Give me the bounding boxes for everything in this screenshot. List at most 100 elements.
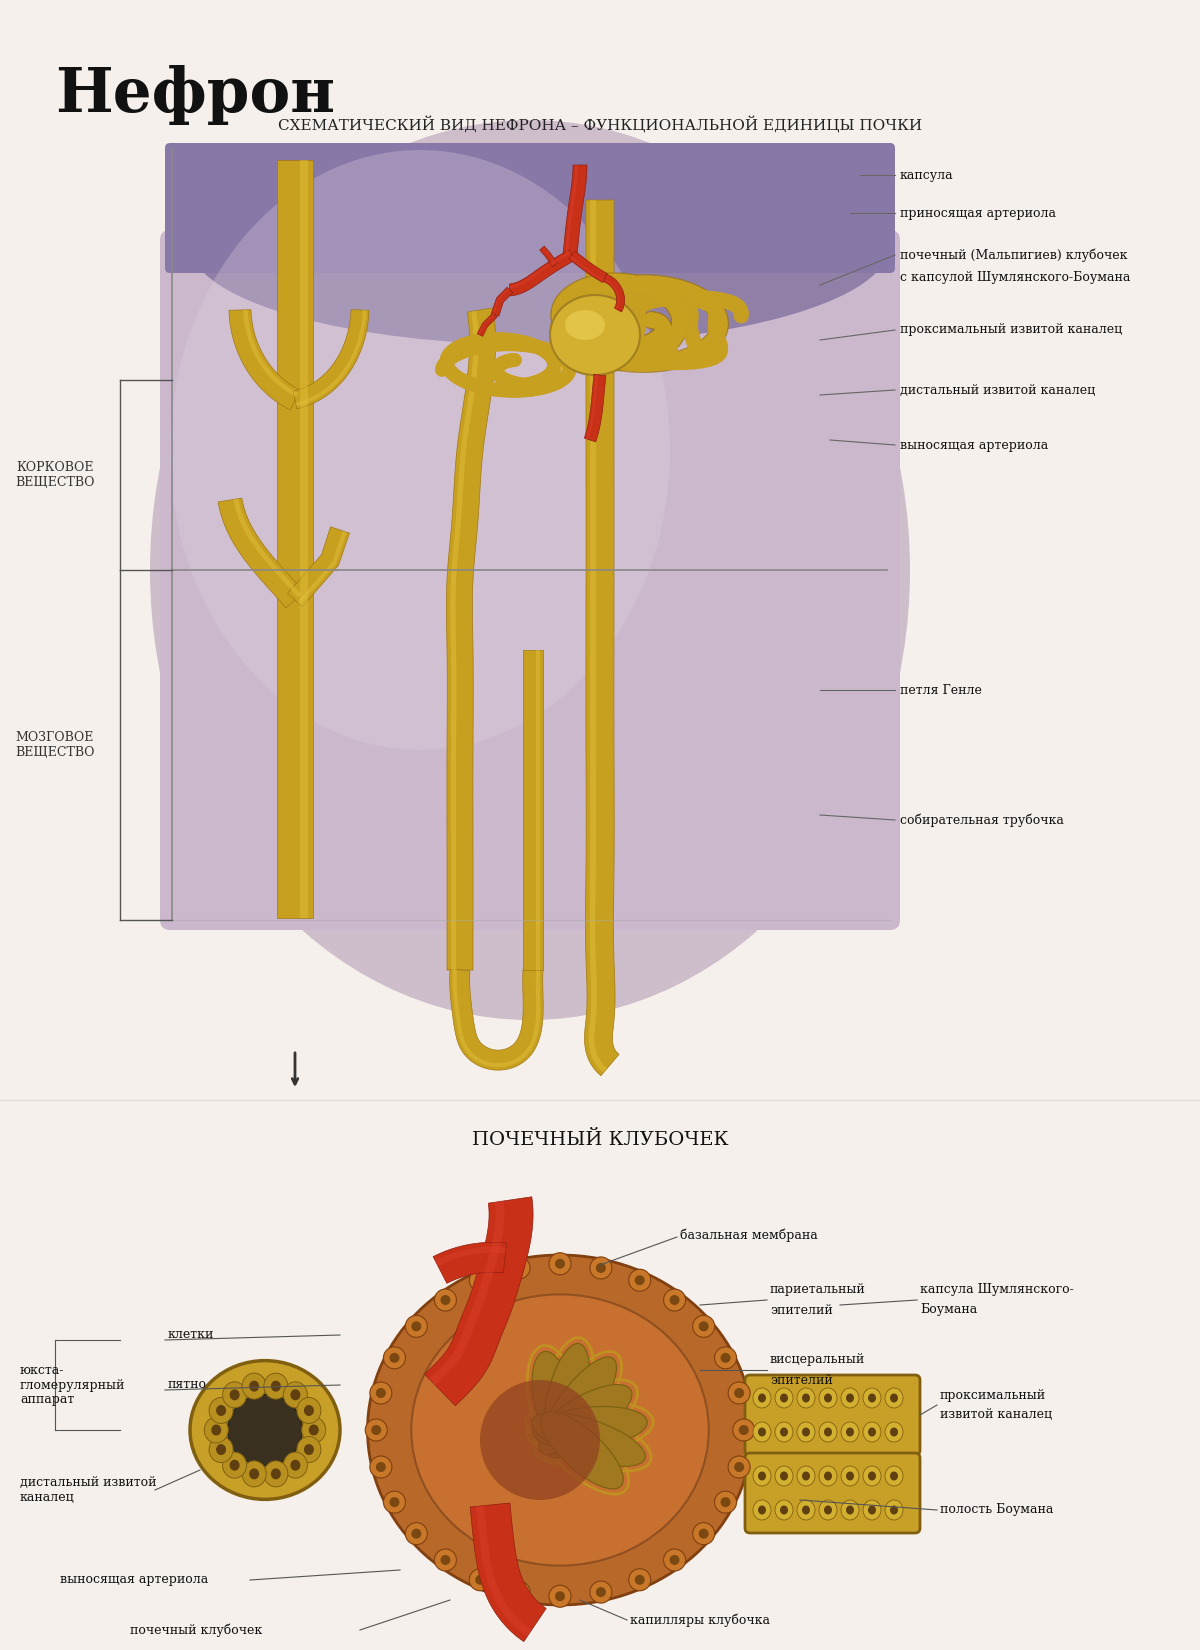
- Ellipse shape: [754, 1500, 772, 1520]
- Ellipse shape: [204, 1417, 228, 1444]
- Ellipse shape: [371, 1426, 382, 1436]
- Ellipse shape: [824, 1472, 832, 1480]
- Text: с капсулой Шумлянского-Боумана: с капсулой Шумлянского-Боумана: [900, 272, 1130, 284]
- Ellipse shape: [533, 1406, 647, 1447]
- Ellipse shape: [434, 1549, 456, 1571]
- Ellipse shape: [440, 1554, 450, 1564]
- Ellipse shape: [514, 1587, 524, 1597]
- Polygon shape: [277, 160, 313, 917]
- Ellipse shape: [514, 1262, 524, 1272]
- Text: почечный (Мальпигиев) клубочек: почечный (Мальпигиев) клубочек: [900, 248, 1128, 262]
- Polygon shape: [298, 531, 347, 604]
- Ellipse shape: [170, 150, 670, 751]
- Polygon shape: [540, 246, 558, 267]
- Polygon shape: [586, 375, 599, 439]
- Polygon shape: [563, 165, 587, 256]
- Text: пятно: пятно: [168, 1378, 208, 1391]
- Ellipse shape: [480, 1379, 600, 1500]
- Polygon shape: [293, 310, 368, 409]
- Text: клетки: клетки: [168, 1328, 215, 1341]
- Polygon shape: [452, 970, 540, 1068]
- Ellipse shape: [301, 1417, 325, 1444]
- Ellipse shape: [754, 1465, 772, 1487]
- Ellipse shape: [242, 1373, 266, 1399]
- Ellipse shape: [863, 1500, 881, 1520]
- Text: капилляры клубочка: капилляры клубочка: [630, 1614, 770, 1627]
- Ellipse shape: [296, 1437, 320, 1462]
- Text: Боумана: Боумана: [920, 1304, 977, 1317]
- Ellipse shape: [384, 1346, 406, 1369]
- Polygon shape: [570, 256, 605, 280]
- Ellipse shape: [824, 1427, 832, 1437]
- Ellipse shape: [544, 1343, 589, 1459]
- Ellipse shape: [376, 1388, 386, 1398]
- Ellipse shape: [734, 1462, 744, 1472]
- Text: дистальный извитой
каналец: дистальный извитой каналец: [20, 1477, 156, 1505]
- Ellipse shape: [846, 1505, 854, 1515]
- Polygon shape: [218, 498, 304, 607]
- Ellipse shape: [775, 1388, 793, 1407]
- Ellipse shape: [308, 1424, 319, 1436]
- Ellipse shape: [440, 1295, 450, 1305]
- Text: юкста-
гломерулярный
аппарат: юкста- гломерулярный аппарат: [20, 1363, 125, 1406]
- Ellipse shape: [406, 1315, 427, 1338]
- Ellipse shape: [802, 1472, 810, 1480]
- Ellipse shape: [797, 1422, 815, 1442]
- Polygon shape: [478, 314, 497, 337]
- Ellipse shape: [228, 1394, 302, 1465]
- Ellipse shape: [670, 1554, 679, 1564]
- Ellipse shape: [886, 1422, 904, 1442]
- Ellipse shape: [540, 1384, 632, 1445]
- Ellipse shape: [635, 1275, 644, 1285]
- Polygon shape: [584, 200, 619, 1076]
- Text: собирательная трубочка: собирательная трубочка: [900, 813, 1064, 827]
- Ellipse shape: [868, 1427, 876, 1437]
- Ellipse shape: [846, 1427, 854, 1437]
- Ellipse shape: [590, 1581, 612, 1604]
- FancyBboxPatch shape: [745, 1454, 920, 1533]
- Text: париетальный: париетальный: [770, 1284, 865, 1297]
- Ellipse shape: [554, 1259, 565, 1269]
- Polygon shape: [604, 279, 619, 310]
- Polygon shape: [584, 375, 606, 442]
- Ellipse shape: [739, 1426, 749, 1436]
- Ellipse shape: [406, 1523, 427, 1544]
- Ellipse shape: [216, 1444, 226, 1455]
- Ellipse shape: [846, 1394, 854, 1402]
- Ellipse shape: [390, 1353, 400, 1363]
- Ellipse shape: [475, 1574, 485, 1584]
- Ellipse shape: [890, 1505, 898, 1515]
- Ellipse shape: [296, 1398, 320, 1424]
- Ellipse shape: [290, 1389, 300, 1401]
- Text: капсула: капсула: [900, 168, 954, 182]
- Ellipse shape: [841, 1500, 859, 1520]
- Ellipse shape: [863, 1465, 881, 1487]
- Ellipse shape: [223, 1381, 247, 1407]
- Ellipse shape: [818, 1388, 838, 1407]
- Polygon shape: [478, 314, 494, 335]
- Ellipse shape: [229, 1460, 240, 1470]
- Ellipse shape: [797, 1500, 815, 1520]
- Ellipse shape: [629, 1569, 650, 1591]
- Ellipse shape: [698, 1528, 709, 1539]
- FancyBboxPatch shape: [160, 229, 900, 931]
- Ellipse shape: [886, 1388, 904, 1407]
- Ellipse shape: [890, 1394, 898, 1402]
- FancyBboxPatch shape: [745, 1374, 920, 1455]
- Ellipse shape: [802, 1505, 810, 1515]
- Polygon shape: [244, 310, 299, 398]
- Ellipse shape: [541, 1412, 623, 1488]
- Ellipse shape: [469, 1269, 491, 1292]
- Text: базальная мембрана: базальная мембрана: [680, 1228, 817, 1242]
- Polygon shape: [300, 160, 307, 917]
- Ellipse shape: [863, 1388, 881, 1407]
- Ellipse shape: [714, 1492, 737, 1513]
- Ellipse shape: [734, 1388, 744, 1398]
- Text: дистальный извитой каналец: дистальный извитой каналец: [900, 383, 1096, 396]
- Ellipse shape: [365, 1419, 388, 1440]
- Text: Нефрон: Нефрон: [55, 64, 335, 125]
- Text: проксимальный извитой каналец: проксимальный извитой каналец: [900, 323, 1122, 337]
- Ellipse shape: [434, 1289, 456, 1312]
- Ellipse shape: [733, 1419, 755, 1440]
- Ellipse shape: [846, 1472, 854, 1480]
